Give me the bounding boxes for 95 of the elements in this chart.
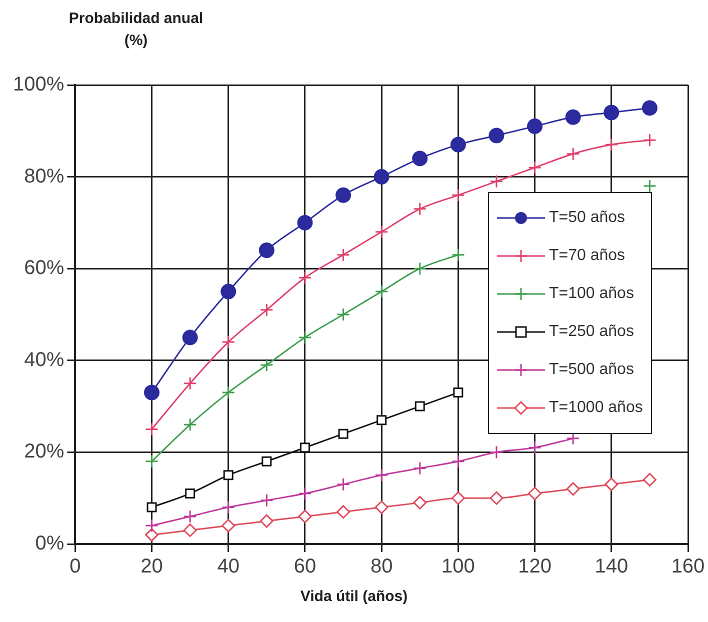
point (223, 470, 234, 480)
point (642, 179, 656, 193)
point (145, 454, 159, 468)
y-tick-label: 20% (24, 440, 64, 463)
x-tick-label: 120 (518, 556, 552, 578)
point (450, 136, 466, 152)
x-axis-title: Vida útil (años) (299, 588, 409, 605)
point (451, 188, 465, 202)
point (453, 388, 464, 398)
point (374, 500, 388, 514)
x-tick-label: 20 (140, 556, 163, 578)
x-tick-label: 80 (370, 556, 393, 578)
x-tick-label: 140 (594, 556, 628, 578)
point (338, 428, 348, 439)
point (604, 478, 618, 492)
legend-label: T=70 años (549, 247, 626, 265)
point (260, 494, 274, 508)
point (414, 401, 425, 412)
x-tick-label: 100 (441, 556, 475, 578)
point (412, 150, 428, 166)
point (451, 454, 465, 468)
legend-label: T=100 años (549, 285, 634, 303)
point (490, 491, 504, 505)
point (144, 384, 160, 400)
point (220, 284, 236, 300)
y-axis-title: Probabilidad anual (%) (68, 9, 204, 51)
point (336, 187, 352, 203)
point (488, 128, 504, 144)
point (146, 502, 157, 512)
point (374, 284, 388, 298)
point (565, 109, 581, 125)
point (298, 510, 312, 524)
legend-label: T=1000 años (549, 399, 643, 417)
y-tick-label: 40% (24, 348, 64, 371)
y-tick-label: 60% (24, 257, 64, 280)
y-tick-label: 100% (12, 74, 64, 96)
point (490, 445, 504, 459)
point (642, 472, 656, 486)
point (374, 468, 388, 482)
point (451, 248, 465, 262)
point (413, 496, 427, 510)
point (642, 100, 658, 116)
point (222, 335, 236, 349)
y-tick-label: 0% (35, 532, 64, 555)
point (258, 242, 274, 258)
legend-label: T=50 años (549, 209, 626, 227)
point (262, 456, 272, 466)
point (451, 491, 465, 505)
legend-label: T=500 años (549, 361, 634, 379)
point (376, 415, 387, 426)
point (182, 330, 198, 346)
x-tick-label: 60 (294, 556, 316, 578)
point (528, 440, 542, 454)
point (222, 518, 236, 532)
point (374, 169, 390, 185)
point (298, 330, 312, 344)
point (413, 202, 427, 216)
point (260, 514, 274, 528)
point (145, 528, 159, 542)
x-tick-label: 40 (217, 556, 240, 578)
point (528, 160, 542, 174)
x-tick-label: 0 (70, 556, 81, 578)
point (145, 518, 159, 532)
point (528, 486, 542, 500)
point (300, 442, 310, 453)
point (222, 386, 236, 400)
point (260, 358, 274, 372)
point (336, 308, 350, 322)
point (642, 133, 656, 147)
point (490, 174, 504, 188)
y-tick-label: 80% (24, 165, 64, 188)
legend-label: T=250 años (549, 323, 634, 341)
point (183, 418, 197, 432)
x-tick-label: 160 (671, 556, 705, 578)
point (183, 510, 197, 524)
point (604, 138, 618, 152)
point (527, 118, 543, 134)
point (298, 271, 312, 285)
point (374, 225, 388, 239)
point (413, 462, 427, 476)
point (336, 478, 350, 492)
point (183, 376, 197, 390)
point (145, 422, 159, 436)
point (604, 104, 620, 120)
point (183, 523, 197, 537)
point (336, 248, 350, 262)
point (297, 214, 313, 230)
point (222, 500, 236, 514)
point (336, 505, 350, 519)
point (298, 486, 312, 500)
point (566, 482, 580, 496)
point (566, 147, 580, 161)
point (185, 488, 196, 499)
point (260, 303, 274, 317)
point (413, 262, 427, 276)
